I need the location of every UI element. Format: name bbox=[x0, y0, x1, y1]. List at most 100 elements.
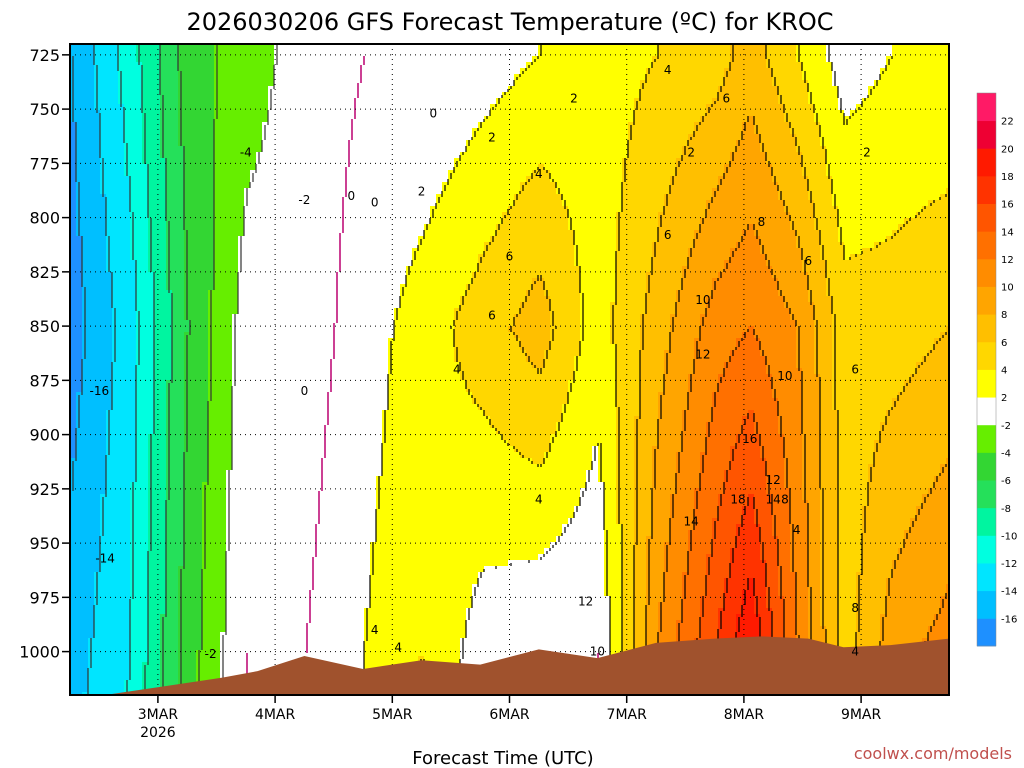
temperature-cell bbox=[256, 110, 263, 117]
temperature-cell bbox=[328, 212, 335, 219]
temperature-cell bbox=[136, 92, 143, 99]
temperature-cell bbox=[280, 92, 287, 99]
temperature-cell bbox=[220, 272, 227, 279]
temperature-cell bbox=[112, 656, 119, 663]
temperature-cell bbox=[160, 464, 167, 471]
temperature-cell bbox=[202, 158, 209, 165]
temperature-cell bbox=[94, 260, 101, 267]
temperature-cell bbox=[76, 236, 83, 243]
temperature-cell bbox=[280, 518, 287, 525]
temperature-cell bbox=[310, 284, 317, 291]
temperature-cell bbox=[76, 374, 83, 381]
temperature-cell bbox=[280, 314, 287, 321]
temperature-cell bbox=[262, 476, 269, 483]
temperature-cell bbox=[148, 212, 155, 219]
temperature-cell bbox=[262, 638, 269, 645]
temperature-cell bbox=[298, 332, 305, 339]
temperature-cell bbox=[232, 500, 239, 507]
temperature-cell bbox=[280, 224, 287, 231]
temperature-cell bbox=[160, 212, 167, 219]
temperature-cell bbox=[196, 440, 203, 447]
temperature-cell bbox=[304, 80, 311, 87]
temperature-cell bbox=[292, 464, 299, 471]
temperature-cell bbox=[262, 524, 269, 531]
temperature-cell bbox=[148, 200, 155, 207]
temperature-cell bbox=[286, 128, 293, 135]
temperature-cell bbox=[274, 254, 281, 261]
temperature-cell bbox=[142, 308, 149, 315]
temperature-cell bbox=[310, 92, 317, 99]
temperature-cell bbox=[310, 104, 317, 111]
temperature-cell bbox=[340, 266, 347, 273]
temperature-cell bbox=[160, 284, 167, 291]
temperature-cell bbox=[334, 446, 341, 453]
temperature-cell bbox=[166, 308, 173, 315]
temperature-cell bbox=[334, 128, 341, 135]
temperature-cell bbox=[70, 284, 77, 291]
temperature-cell bbox=[292, 392, 299, 399]
temperature-cell bbox=[340, 164, 347, 171]
temperature-cell bbox=[334, 416, 341, 423]
temperature-cell bbox=[154, 410, 161, 417]
temperature-cell bbox=[196, 128, 203, 135]
temperature-cell bbox=[76, 320, 83, 327]
temperature-cell bbox=[154, 290, 161, 297]
temperature-cell bbox=[172, 614, 179, 621]
temperature-cell bbox=[316, 548, 323, 555]
temperature-cell bbox=[250, 164, 257, 171]
temperature-cell bbox=[202, 206, 209, 213]
temperature-cell bbox=[304, 92, 311, 99]
temperature-cell bbox=[214, 386, 221, 393]
temperature-cell bbox=[82, 416, 89, 423]
temperature-cell bbox=[130, 374, 137, 381]
temperature-cell bbox=[340, 392, 347, 399]
temperature-cell bbox=[148, 650, 155, 657]
temperature-cell bbox=[196, 542, 203, 549]
temperature-cell bbox=[184, 518, 191, 525]
temperature-cell bbox=[196, 416, 203, 423]
temperature-cell bbox=[148, 590, 155, 597]
temperature-cell bbox=[100, 92, 107, 99]
temperature-cell bbox=[298, 314, 305, 321]
temperature-cell bbox=[88, 278, 95, 285]
temperature-cell bbox=[118, 182, 125, 189]
temperature-cell bbox=[340, 248, 347, 255]
temperature-cell bbox=[262, 62, 269, 69]
temperature-cell bbox=[238, 206, 245, 213]
temperature-cell bbox=[172, 326, 179, 333]
temperature-cell bbox=[328, 482, 335, 489]
temperature-cell bbox=[142, 644, 149, 651]
temperature-cell bbox=[196, 428, 203, 435]
temperature-cell bbox=[220, 86, 227, 93]
temperature-cell bbox=[160, 236, 167, 243]
temperature-cell bbox=[274, 644, 281, 651]
temperature-cell bbox=[268, 608, 275, 615]
temperature-cell bbox=[148, 596, 155, 603]
temperature-cell bbox=[124, 314, 131, 321]
temperature-cell bbox=[250, 476, 257, 483]
temperature-cell bbox=[316, 158, 323, 165]
temperature-cell bbox=[154, 404, 161, 411]
temperature-cell bbox=[190, 434, 197, 441]
temperature-cell bbox=[328, 86, 335, 93]
temperature-cell bbox=[82, 536, 89, 543]
temperature-cell bbox=[328, 338, 335, 345]
temperature-cell bbox=[160, 518, 167, 525]
temperature-cell bbox=[250, 368, 257, 375]
temperature-cell bbox=[274, 128, 281, 135]
temperature-cell bbox=[148, 644, 155, 651]
temperature-cell bbox=[340, 590, 347, 597]
temperature-cell bbox=[256, 164, 263, 171]
temperature-cell bbox=[184, 536, 191, 543]
temperature-cell bbox=[268, 476, 275, 483]
temperature-cell bbox=[334, 608, 341, 615]
temperature-cell bbox=[250, 218, 257, 225]
temperature-cell bbox=[310, 386, 317, 393]
temperature-cell bbox=[274, 86, 281, 93]
temperature-cell bbox=[328, 50, 335, 57]
temperature-cell bbox=[328, 488, 335, 495]
temperature-cell bbox=[340, 452, 347, 459]
temperature-cell bbox=[220, 368, 227, 375]
temperature-cell bbox=[298, 524, 305, 531]
temperature-cell bbox=[322, 638, 329, 645]
